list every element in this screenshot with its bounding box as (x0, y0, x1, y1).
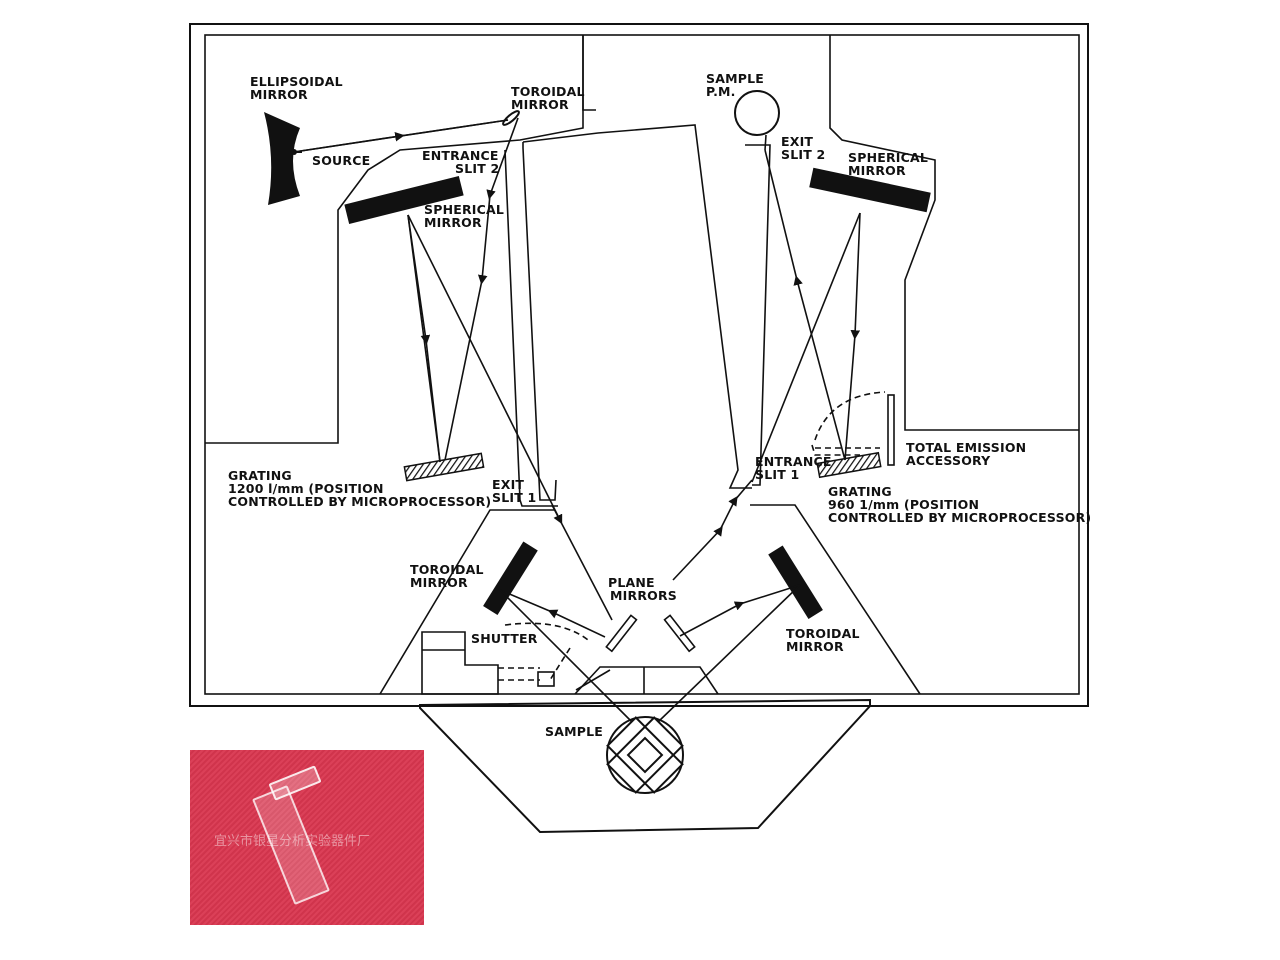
optical-ray-paths (293, 117, 861, 723)
toroidal-mirror-bottom-right (768, 545, 823, 619)
svg-text:1200 l/mm (POSITION: 1200 l/mm (POSITION (228, 481, 384, 496)
sample-photomultiplier (734, 90, 780, 136)
label-plane-mirrors: PLANE MIRRORS (608, 575, 677, 603)
svg-text:TOROIDAL: TOROIDAL (786, 626, 860, 641)
svg-text:MIRROR: MIRROR (848, 163, 906, 178)
label-entrance-slit-2: ENTRANCE SLIT 2 (422, 148, 499, 176)
svg-text:SLIT 2: SLIT 2 (455, 161, 499, 176)
toroidal-mirror-top (502, 110, 520, 126)
grating-left (403, 452, 485, 482)
svg-text:EXIT: EXIT (492, 477, 524, 492)
svg-text:MIRROR: MIRROR (424, 215, 482, 230)
instrument-housing (189, 23, 1089, 707)
svg-text:ACCESSORY: ACCESSORY (906, 453, 991, 468)
compartment-walls (205, 35, 1079, 695)
grating-right (816, 451, 882, 479)
sample-compartment (419, 698, 871, 834)
label-sample: SAMPLE (545, 724, 603, 739)
label-exit-slit-2: EXIT SLIT 2 (781, 134, 825, 162)
label-grating-left: GRATING 1200 l/mm (POSITION CONTROLLED B… (228, 468, 491, 509)
label-toroidal-mirror-right: TOROIDAL MIRROR (786, 626, 860, 654)
ellipsoidal-mirror (264, 112, 300, 205)
svg-text:TOROIDAL: TOROIDAL (410, 562, 484, 577)
label-source: SOURCE (312, 153, 370, 168)
central-slit-walls (504, 124, 771, 507)
label-toroidal-mirror-left: TOROIDAL MIRROR (410, 562, 484, 590)
svg-text:CONTROLLED BY MICROPROCESSOR): CONTROLLED BY MICROPROCESSOR) (228, 494, 491, 509)
svg-text:PLANE: PLANE (608, 575, 655, 590)
svg-text:SLIT 2: SLIT 2 (781, 147, 825, 162)
label-sample-pm: SAMPLE P.M. (706, 71, 764, 99)
svg-text:SAMPLE: SAMPLE (706, 71, 764, 86)
svg-text:P.M.: P.M. (706, 84, 736, 99)
svg-text:MIRROR: MIRROR (250, 87, 308, 102)
svg-text:GRATING: GRATING (228, 468, 292, 483)
label-entrance-slit-1: ENTRANCE SLIT 1 (755, 454, 832, 482)
svg-text:TOTAL EMISSION: TOTAL EMISSION (906, 440, 1026, 455)
label-spherical-mirror-right: SPHERICAL MIRROR (848, 150, 928, 178)
svg-text:EXIT: EXIT (781, 134, 813, 149)
svg-text:SLIT 1: SLIT 1 (492, 490, 536, 505)
svg-text:TOROIDAL: TOROIDAL (511, 84, 585, 99)
label-shutter: SHUTTER (471, 631, 538, 646)
svg-text:MIRRORS: MIRRORS (610, 588, 677, 603)
plane-mirrors (605, 614, 696, 653)
label-total-emission-accessory: TOTAL EMISSION ACCESSORY (906, 440, 1026, 468)
spherical-mirror-right (809, 167, 931, 213)
svg-text:MIRROR: MIRROR (786, 639, 844, 654)
total-emission-accessory (811, 391, 895, 466)
svg-text:MIRROR: MIRROR (410, 575, 468, 590)
svg-text:SPHERICAL: SPHERICAL (424, 202, 504, 217)
svg-text:960 1/mm (POSITION: 960 1/mm (POSITION (828, 497, 979, 512)
svg-text:SPHERICAL: SPHERICAL (848, 150, 928, 165)
toroidal-mirror-bottom-left (483, 541, 538, 615)
svg-text:MIRROR: MIRROR (511, 97, 569, 112)
label-toroidal-mirror-top: TOROIDAL MIRROR (511, 84, 585, 112)
svg-text:CONTROLLED BY MICROPROCESSOR): CONTROLLED BY MICROPROCESSOR) (828, 510, 1091, 525)
label-grating-right: GRATING 960 1/mm (POSITION CONTROLLED BY… (828, 484, 1091, 525)
spherical-mirror-left (344, 176, 464, 224)
label-ellipsoidal-mirror: ELLIPSOIDAL MIRROR (250, 74, 343, 102)
svg-text:ENTRANCE: ENTRANCE (755, 454, 832, 469)
shutter (421, 622, 589, 695)
label-spherical-mirror-left: SPHERICAL MIRROR (424, 202, 504, 230)
cuvette-photo: 宜兴市银星分析实验器件厂 (190, 750, 424, 925)
svg-text:SLIT 1: SLIT 1 (755, 467, 799, 482)
svg-text:ELLIPSOIDAL: ELLIPSOIDAL (250, 74, 343, 89)
svg-text:GRATING: GRATING (828, 484, 892, 499)
photo-watermark: 宜兴市银星分析实验器件厂 (214, 834, 371, 849)
label-exit-slit-1: EXIT SLIT 1 (492, 477, 536, 505)
svg-text:ENTRANCE: ENTRANCE (422, 148, 499, 163)
